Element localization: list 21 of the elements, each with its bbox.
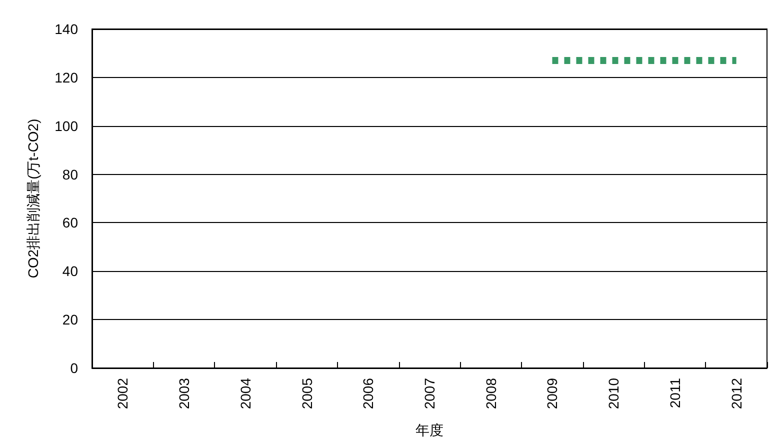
y-tick-label: 0 bbox=[70, 360, 78, 376]
x-tick-label: 2011 bbox=[666, 378, 683, 408]
x-tick-label: 2004 bbox=[237, 378, 254, 410]
y-tick-label: 80 bbox=[62, 166, 78, 182]
x-tick-label: 2007 bbox=[422, 378, 438, 410]
x-tick-label: 2005 bbox=[298, 378, 315, 410]
x-tick-label: 2002 bbox=[114, 378, 131, 410]
x-tick-label: 2006 bbox=[360, 378, 376, 410]
x-tick-label: 2012 bbox=[728, 378, 744, 410]
y-tick-label: 140 bbox=[54, 21, 78, 37]
y-tick-label: 100 bbox=[54, 118, 78, 134]
x-tick-label: 2003 bbox=[176, 378, 192, 410]
x-tick-label: 2010 bbox=[606, 378, 622, 410]
x-axis-title: 年度 bbox=[416, 422, 444, 438]
y-axis-title: CO2排出削減量(万t-CO2) bbox=[25, 118, 41, 278]
y-tick-label: 40 bbox=[62, 263, 78, 280]
x-tick-label: 2009 bbox=[544, 378, 560, 410]
y-tick-label: 120 bbox=[54, 69, 78, 86]
x-tick-label: 2008 bbox=[482, 378, 499, 410]
y-tick-label: 20 bbox=[62, 312, 78, 328]
y-tick-label: 60 bbox=[62, 214, 78, 231]
